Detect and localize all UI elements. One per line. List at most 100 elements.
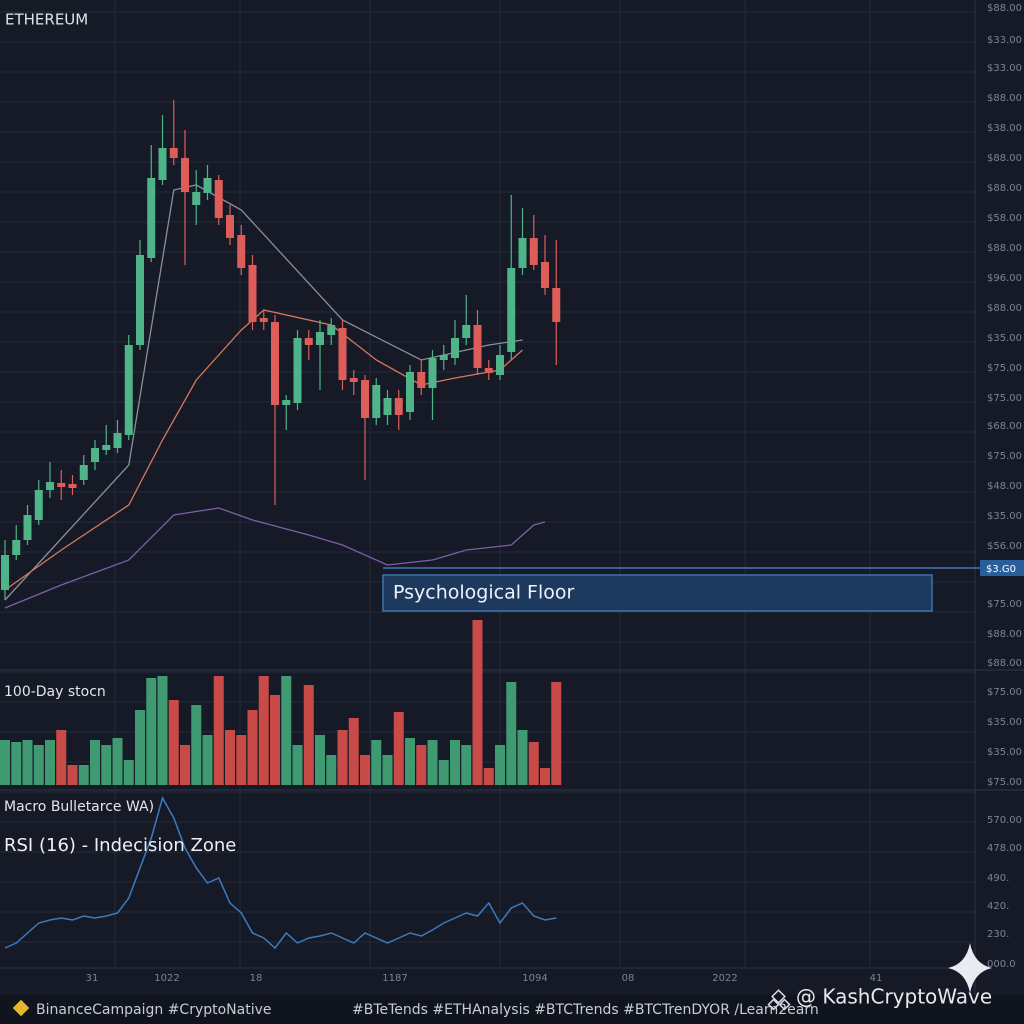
price-axis-label: $96.00 [987,273,1022,284]
candle-body [304,338,313,345]
candle-body [451,338,459,358]
rsi-axis-label: 420. [987,901,1009,912]
volume-bar [90,740,100,785]
candle-body [552,288,561,322]
time-axis-label: 1187 [382,973,407,984]
candle-body [271,322,279,405]
price-axis-label: $35.00 [987,333,1022,344]
volume-bar [0,740,10,785]
volume-bar [495,745,505,785]
price-axis-label: $75.00 [987,599,1022,610]
price-axis-label: $88.00 [987,153,1022,164]
volume-bar [348,718,359,785]
volume-bar [258,676,269,785]
candle-body [214,180,223,218]
price-axis-label: $35.00 [987,511,1022,522]
volume-bar [146,678,157,785]
footer-bar [0,995,1024,1024]
volume-bar [416,745,427,785]
volume-bar [393,712,404,785]
candle-body [91,448,99,462]
volume-bar [337,730,348,785]
candle-body [158,148,167,180]
time-axis-label: 1022 [154,973,179,984]
price-axis-label: $88.00 [987,183,1022,194]
price-axis-label: $88.00 [987,303,1022,314]
candle-body [136,255,144,345]
volume-bar [202,735,213,785]
volume-bar [213,676,224,785]
volume-bar [191,705,202,785]
candle-body [316,332,324,345]
volume-bar [360,755,370,785]
volume-bar [78,765,89,785]
price-axis-label: $68.00 [987,421,1022,432]
price-axis-label: $88.00 [987,93,1022,104]
rsi-subtitle: Macro Bulletarce WA) [4,799,154,815]
candle-body [237,235,246,268]
price-axis-label: $58.00 [987,213,1022,224]
candle-body [529,238,538,265]
volume-bar [236,735,247,785]
price-axis-label: $38.00 [987,123,1022,134]
price-axis-label: $88.00 [987,3,1022,14]
candle-body [372,385,381,418]
rsi-line [4,796,557,950]
volume-axis-label: $35.00 [987,717,1022,728]
volume-bar [315,735,325,785]
volume-bar [483,768,494,785]
candle-body [282,400,291,405]
moving-average [4,507,546,609]
price-axis-label: $75.00 [987,393,1022,404]
time-axis-label: 18 [250,973,263,984]
candle-body [12,540,21,555]
volume-bar [438,760,449,785]
price-axis-label: $33.00 [987,63,1022,74]
moving-average [4,184,523,601]
volume-bar [11,742,22,785]
volume-bar [326,755,337,785]
volume-bar [450,740,460,785]
candle-body [79,465,88,480]
rsi-axis-label: 478.00 [987,843,1022,854]
volume-bar [180,745,190,785]
price-axis-label: $75.00 [987,451,1022,462]
candle-body [349,378,358,382]
volume-bar [270,695,280,785]
candle-body [383,398,392,415]
volume-bar [168,700,179,785]
price-axis-label: $33.00 [987,35,1022,46]
price-axis-label: $48.00 [987,481,1022,492]
candle-body [406,372,414,412]
footer-center: #BTeTends #ETHAnalysis #BTCTrends #BTCTr… [352,1002,819,1018]
volume-bar [427,740,438,785]
candle-body [541,262,549,288]
candle-body [496,355,504,375]
axes: $88.00 $33.00 $33.00 $88.00 $38.00 $88.00 $88.… [86,3,1022,984]
volume-title: 100-Day stocn [4,684,106,700]
price-axis-label: $75.00 [987,363,1022,374]
annotation-text: Psychological Floor [393,582,574,604]
candle-body [226,215,234,238]
footer-left: BinanceCampaign #CryptoNative [36,1002,272,1018]
price-axis-label: $88.00 [987,243,1022,254]
candle-body [428,358,437,388]
candle-body [169,148,178,158]
candle-body [473,325,482,368]
candle-body [46,482,54,490]
volume-bar [33,745,44,785]
price-marker-label: $3.G0 [986,564,1016,575]
footer-right: @ KashCryptoWave [796,985,992,1009]
candle-body [394,398,403,415]
volume-bar [22,740,33,785]
sparkle-icon [948,943,992,993]
candle-body [124,345,133,435]
volume-bar [157,676,168,785]
volume-bar [371,740,382,785]
volume-bar [405,738,415,785]
rsi-axis-label: 000.0 [987,959,1016,970]
rsi-title: RSI (16) - Indecision Zone [4,835,236,856]
candle-body [484,368,493,373]
candle-body [34,490,43,520]
